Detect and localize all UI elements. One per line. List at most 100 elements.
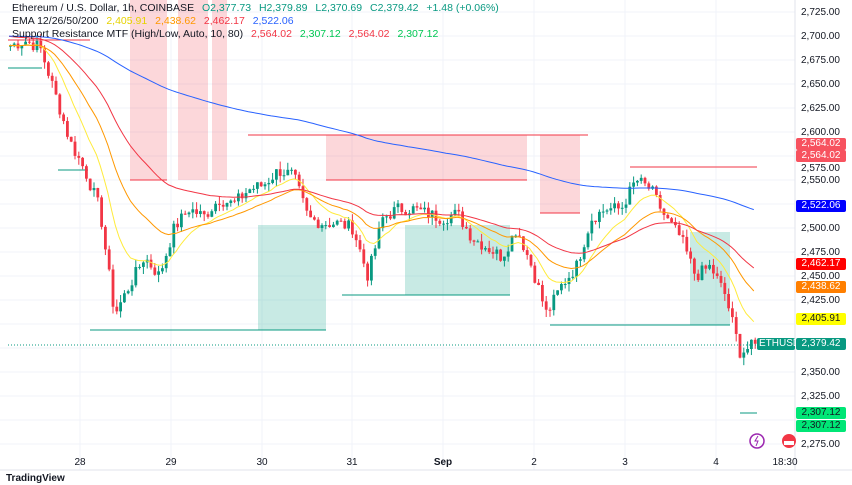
- candle-body: [328, 225, 331, 228]
- candle-body: [704, 265, 708, 269]
- candle-body: [377, 228, 381, 249]
- ema200-line: [8, 35, 754, 211]
- candle-body: [123, 293, 126, 303]
- ema12-tag: 2,405.91: [796, 313, 846, 325]
- candle-body: [567, 277, 571, 285]
- candle-body: [354, 234, 358, 241]
- open-value: O2,377.73: [202, 2, 252, 14]
- candle-body: [423, 207, 426, 210]
- candle-body: [282, 175, 286, 177]
- candle-body: [347, 220, 350, 229]
- price-label: 2,575.00: [801, 163, 840, 174]
- candle-body: [66, 121, 69, 137]
- candle-body: [685, 236, 689, 252]
- support-tag-2: 2,307.12: [796, 420, 846, 432]
- high-value: H2,379.89: [258, 2, 308, 14]
- candle-body: [134, 267, 138, 286]
- candle-body: [138, 266, 141, 268]
- time-label: 30: [256, 457, 268, 468]
- support-tag: 2,307.12: [796, 407, 846, 419]
- sr-label[interactable]: Support Resistance MTF (High/Low, Auto, …: [12, 28, 244, 40]
- price-label: 2,450.00: [801, 270, 840, 282]
- support-zones: [258, 225, 730, 330]
- candle-body: [442, 223, 445, 225]
- candle-body: [677, 225, 681, 236]
- candle-body: [366, 263, 369, 281]
- candle-body: [670, 218, 673, 222]
- candle-body: [210, 211, 214, 217]
- candle-body: [415, 206, 419, 208]
- candle-body: [605, 210, 609, 212]
- flag-stripe: [784, 441, 794, 445]
- candle-body: [537, 282, 540, 285]
- candle-body: [187, 212, 191, 215]
- candle-body: [480, 241, 483, 250]
- candle-body: [529, 254, 533, 266]
- candle-body: [514, 235, 518, 237]
- candle-body: [85, 166, 88, 179]
- candle-body: [541, 284, 544, 302]
- candle-body: [510, 235, 514, 252]
- candle-body: [666, 214, 670, 219]
- candle-body: [202, 211, 206, 215]
- candle-body: [214, 203, 217, 212]
- price-label: 2,475.00: [801, 246, 840, 258]
- candle-body: [297, 174, 301, 187]
- candle-body: [206, 214, 210, 217]
- candle-body: [715, 273, 719, 276]
- candle-body: [100, 197, 103, 227]
- candle-body: [727, 293, 730, 309]
- candle-body: [712, 264, 715, 274]
- candle-body: [275, 169, 278, 180]
- candle-body: [199, 211, 202, 214]
- candle-body: [294, 169, 297, 175]
- candle-body: [548, 309, 552, 311]
- candle-body: [229, 200, 233, 203]
- candle-body: [753, 339, 757, 344]
- candle-body: [92, 188, 96, 191]
- price-label: 2,325.00: [801, 390, 840, 402]
- candle-body: [240, 193, 244, 199]
- price-label: 2,500.00: [801, 222, 840, 234]
- tradingview-logo[interactable]: TradingView: [6, 473, 65, 484]
- low-value: L2,370.69: [315, 2, 363, 14]
- candle-body: [419, 207, 423, 210]
- candle-body: [503, 256, 506, 261]
- candle-body: [339, 220, 343, 222]
- ema200-tag: 2,522.06: [796, 200, 846, 212]
- candle-body: [506, 251, 510, 257]
- candle-body: [157, 271, 160, 275]
- candle-body: [107, 249, 111, 270]
- candle-body: [47, 62, 50, 76]
- candle-body: [381, 217, 385, 229]
- candle-body: [31, 42, 35, 51]
- candle-body: [20, 45, 24, 49]
- candle-body: [24, 41, 27, 46]
- candle-body: [438, 220, 442, 224]
- candle-body: [693, 258, 696, 274]
- candle-body: [195, 209, 198, 214]
- candle-body: [252, 188, 255, 190]
- candle-body: [248, 189, 252, 194]
- candle-body: [373, 248, 377, 256]
- candle-body: [571, 276, 575, 278]
- candle-body: [332, 224, 335, 228]
- symbol-tag: ETHUSD: [757, 338, 801, 350]
- candle-body: [96, 188, 100, 198]
- candle-body: [590, 220, 594, 234]
- ema-label[interactable]: EMA 12/26/50/200: [12, 15, 99, 27]
- candle-body: [556, 290, 559, 295]
- lightning-icon[interactable]: [749, 433, 765, 449]
- candle-body: [446, 223, 449, 225]
- time-label: 2: [531, 457, 537, 468]
- candle-body: [164, 255, 168, 269]
- candle-body: [404, 211, 407, 216]
- candle-body: [58, 94, 62, 115]
- symbol-title[interactable]: Ethereum / U.S. Dollar, 1h, COINBASE: [12, 2, 195, 14]
- candle-body: [218, 203, 221, 205]
- candle-body: [392, 207, 396, 219]
- candle-body: [708, 264, 711, 269]
- candle-body: [689, 251, 692, 259]
- candle-body: [126, 291, 130, 294]
